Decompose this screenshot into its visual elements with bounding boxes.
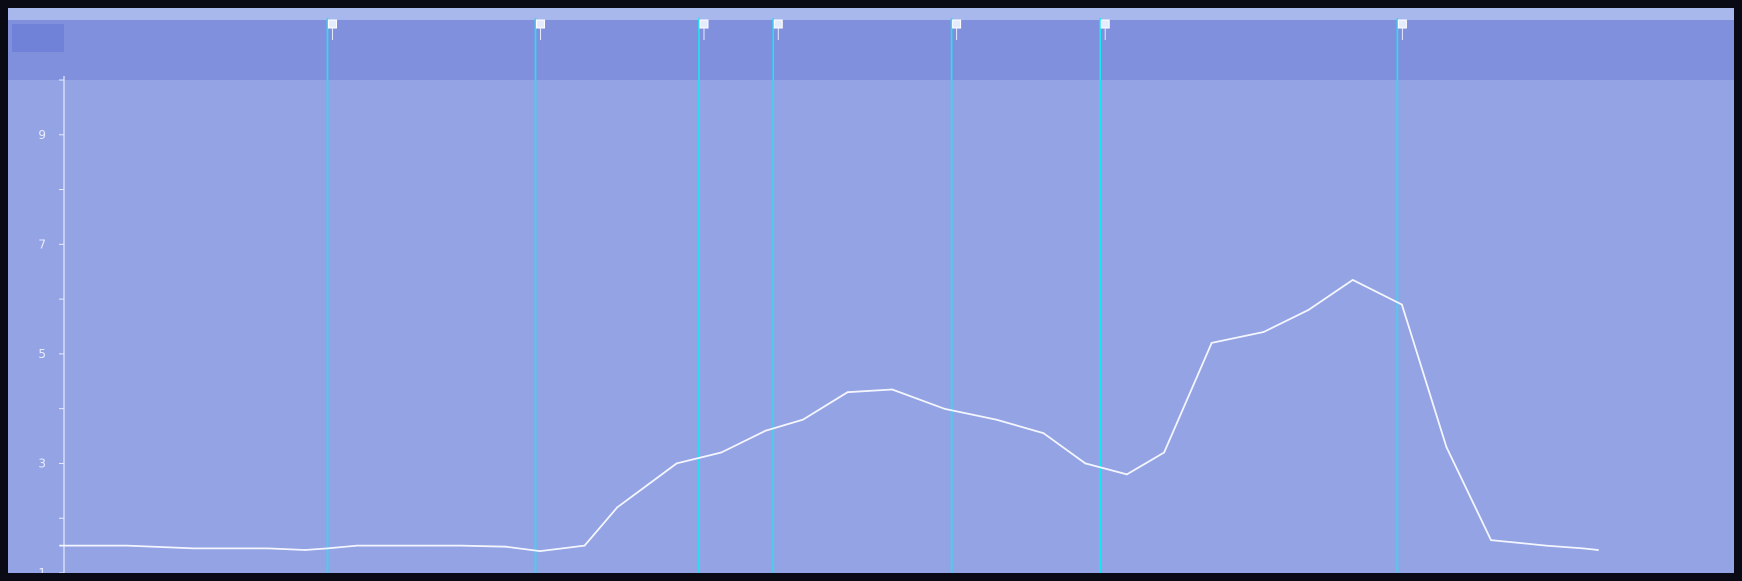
data-point <box>995 418 998 421</box>
line-chart: 1 3 5 7 9 <box>8 8 1734 573</box>
plot-background <box>8 8 1734 573</box>
marker-flag-icon[interactable] <box>536 19 546 29</box>
data-point <box>1084 462 1087 465</box>
data-point <box>1262 331 1265 333</box>
data-point <box>460 544 463 547</box>
data-point <box>1042 432 1045 435</box>
data-point <box>943 407 946 410</box>
data-point <box>675 462 678 465</box>
marker[interactable] <box>950 18 962 573</box>
data-point <box>326 547 329 550</box>
y-tick-label: 5 <box>38 347 46 361</box>
data-point <box>1445 446 1448 448</box>
header-topline <box>8 8 1734 20</box>
y-tick-label: 7 <box>38 237 46 251</box>
data-point <box>1490 539 1492 542</box>
marker[interactable] <box>772 18 783 573</box>
data-point <box>1210 342 1213 344</box>
data-point <box>192 547 195 550</box>
vertical-markers[interactable] <box>326 18 1407 573</box>
data-point <box>1400 303 1403 306</box>
corner-box <box>12 24 64 52</box>
data-point <box>1351 279 1354 281</box>
y-tick-label: 9 <box>38 128 46 142</box>
marker[interactable] <box>326 18 337 573</box>
series-line <box>60 279 1599 552</box>
data-point <box>583 544 586 547</box>
data-point <box>1126 473 1128 476</box>
data-point <box>1545 544 1547 547</box>
marker[interactable] <box>1099 18 1110 573</box>
marker-flag-icon[interactable] <box>1397 19 1407 29</box>
marker[interactable] <box>534 18 546 573</box>
y-axis: 1 3 5 7 9 <box>38 76 65 573</box>
y-tick-label: 3 <box>38 456 46 470</box>
marker-flag-icon[interactable] <box>1100 19 1110 29</box>
data-point <box>720 451 723 454</box>
data-point <box>356 544 359 547</box>
marker-flag-icon[interactable] <box>773 19 783 29</box>
data-point <box>891 388 894 391</box>
marker-flag-icon[interactable] <box>952 19 962 29</box>
data-point <box>267 547 269 550</box>
data-point <box>125 544 128 547</box>
data-point <box>802 418 804 421</box>
data-point <box>764 429 767 432</box>
data-point <box>539 550 541 552</box>
data-point <box>846 391 849 394</box>
data-point <box>59 544 61 547</box>
data-point <box>304 549 307 551</box>
data-point <box>504 545 507 548</box>
data-point <box>1597 549 1599 551</box>
marker-flag-icon[interactable] <box>699 19 709 29</box>
series-layer <box>59 279 1599 552</box>
data-point <box>1163 451 1165 454</box>
data-point <box>1582 547 1585 550</box>
data-point <box>1307 309 1310 311</box>
marker-flag-icon[interactable] <box>327 19 337 29</box>
data-point <box>646 484 648 487</box>
chart-panel: 1 3 5 7 9 <box>8 8 1734 573</box>
marker[interactable] <box>698 18 709 573</box>
data-point <box>430 544 433 547</box>
data-point <box>616 506 619 509</box>
marker[interactable] <box>1396 18 1407 573</box>
y-tick-label: 1 <box>38 566 46 573</box>
